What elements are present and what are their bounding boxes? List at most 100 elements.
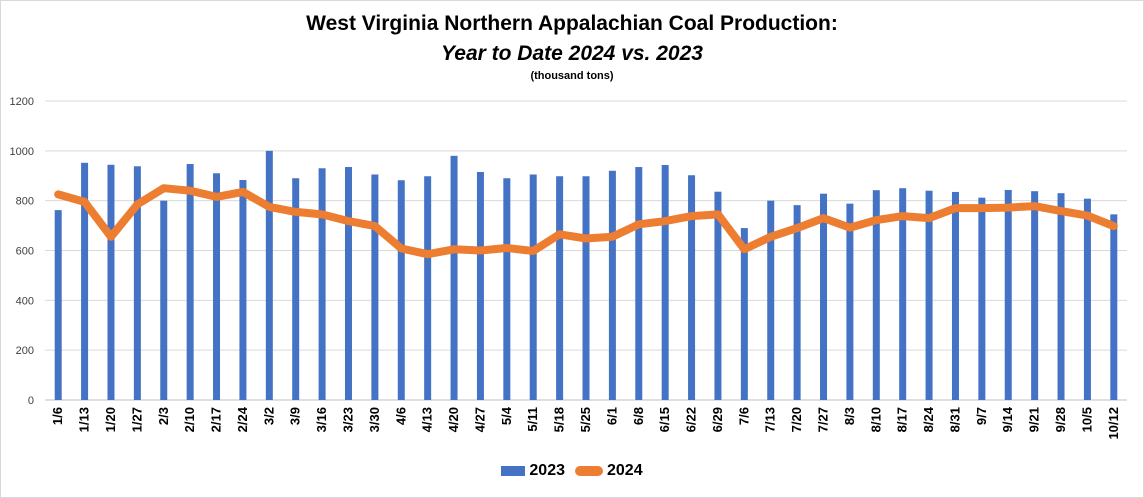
bar-2023 [529, 174, 537, 400]
chart-units-note: (thousand tons) [530, 70, 614, 82]
bar-2023 [899, 188, 907, 400]
x-tick-label: 1/6 [50, 407, 65, 425]
bar-2023 [424, 176, 432, 400]
legend-item-2024: 2024 [571, 462, 643, 480]
bar-2023 [767, 200, 775, 400]
bar-2023 [292, 178, 300, 400]
x-tick-label: 9/7 [974, 407, 989, 425]
bar-2023 [54, 210, 62, 400]
bar-2023 [872, 190, 880, 400]
bar-2023 [582, 176, 590, 400]
bar-2023 [107, 164, 115, 400]
x-tick-label: 7/6 [736, 407, 751, 425]
chart-legend: 2023 2024 [0, 462, 1144, 480]
x-tick-label: 4/13 [420, 407, 435, 432]
bar-2023 [556, 176, 564, 400]
bar-2023 [397, 180, 405, 400]
x-tick-label: 1/27 [129, 407, 144, 432]
x-tick-label: 9/14 [1000, 406, 1015, 432]
x-tick-label: 1/20 [103, 407, 118, 432]
bar-2023 [318, 168, 326, 400]
bar-2023 [846, 203, 854, 400]
x-tick-label: 5/18 [552, 407, 567, 432]
x-tick-label: 6/15 [657, 407, 672, 432]
legend-item-2023: 2023 [501, 462, 565, 480]
bar-2023 [740, 228, 748, 400]
x-tick-label: 6/1 [604, 407, 619, 425]
x-tick-label: 6/29 [710, 407, 725, 432]
x-tick-label: 8/24 [921, 406, 936, 432]
y-tick-label: 600 [16, 246, 34, 258]
x-tick-label: 9/28 [1053, 407, 1068, 432]
x-tick-label: 8/10 [868, 407, 883, 432]
x-tick-label: 1/13 [77, 407, 92, 432]
chart-subtitle: Year to Date 2024 vs. 2023 [441, 42, 703, 65]
legend-label-2024: 2024 [607, 462, 643, 479]
x-tick-label: 10/12 [1106, 407, 1121, 440]
x-tick-label: 2/17 [209, 407, 224, 432]
bar-2023 [450, 155, 458, 400]
bar-2023 [925, 190, 933, 400]
y-tick-label: 200 [16, 345, 34, 357]
x-tick-label: 8/3 [842, 407, 857, 425]
y-tick-label: 1000 [10, 146, 34, 158]
bar-2023 [1083, 198, 1091, 400]
bar-2023 [476, 172, 484, 400]
bar-2023 [608, 170, 616, 400]
legend-swatch-2023 [501, 466, 526, 476]
x-tick-label: 8/31 [947, 407, 962, 432]
x-tick-label: 7/27 [816, 407, 831, 432]
x-tick-label: 5/4 [499, 406, 514, 425]
bar-2023 [503, 178, 511, 400]
x-tick-label: 4/6 [393, 407, 408, 425]
x-tick-label: 3/2 [261, 407, 276, 425]
bar-2023 [1031, 191, 1039, 400]
bar-2023 [793, 205, 801, 400]
x-tick-label: 2/3 [156, 407, 171, 425]
bar-2023 [213, 173, 221, 400]
bar-2023 [133, 166, 141, 400]
bar-2023 [344, 167, 352, 400]
bar-2023 [951, 191, 959, 400]
chart-title: West Virginia Northern Appalachian Coal … [306, 12, 838, 35]
x-tick-label: 7/13 [763, 407, 778, 432]
x-tick-label: 10/5 [1079, 407, 1094, 432]
x-tick-label: 3/9 [288, 407, 303, 425]
bar-2023 [265, 150, 273, 400]
y-tick-label: 1200 [10, 96, 34, 108]
bar-2023 [81, 162, 89, 400]
x-tick-label: 5/25 [578, 407, 593, 432]
bar-2023 [1004, 189, 1012, 400]
bar-2023 [239, 179, 247, 400]
x-tick-label: 8/17 [895, 407, 910, 432]
bar-2023 [820, 193, 828, 400]
x-tick-label: 2/24 [235, 406, 250, 432]
x-tick-label: 3/23 [340, 407, 355, 432]
x-tick-label: 6/8 [631, 407, 646, 425]
bar-2023 [186, 164, 194, 400]
y-tick-label: 800 [16, 196, 34, 208]
y-tick-label: 400 [16, 295, 34, 307]
x-tick-label: 7/20 [789, 407, 804, 432]
bar-2023 [635, 167, 643, 400]
bar-2023 [160, 200, 168, 400]
y-tick-label: 0 [28, 395, 34, 407]
legend-swatch-2024 [575, 466, 603, 476]
bar-2023 [714, 191, 722, 400]
bar-2023 [661, 165, 669, 400]
x-tick-label: 9/21 [1027, 407, 1042, 432]
x-tick-label: 2/10 [182, 407, 197, 432]
bar-2023 [978, 197, 986, 400]
bar-2023 [1057, 193, 1065, 400]
x-tick-label: 3/30 [367, 407, 382, 432]
x-tick-label: 6/22 [684, 407, 699, 432]
legend-label-2023: 2023 [529, 462, 565, 479]
bar-2023 [1110, 214, 1118, 400]
x-tick-label: 4/27 [472, 407, 487, 432]
x-tick-label: 5/11 [525, 407, 540, 432]
x-tick-label: 4/20 [446, 407, 461, 432]
x-tick-label: 3/16 [314, 407, 329, 432]
bar-2023 [371, 174, 379, 400]
bar-2023 [688, 175, 696, 400]
